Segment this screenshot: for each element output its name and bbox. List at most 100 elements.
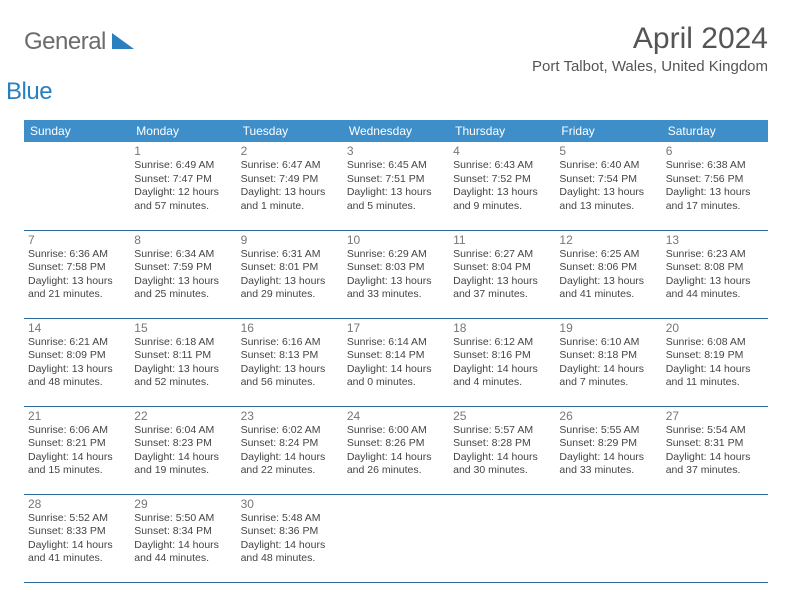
calendar-week-row: 21Sunrise: 6:06 AMSunset: 8:21 PMDayligh… <box>24 406 768 494</box>
day-number: 9 <box>241 233 339 247</box>
day-info-line: Daylight: 13 hours <box>347 186 445 200</box>
day-info-line: Sunrise: 6:23 AM <box>666 248 764 262</box>
day-info-line: Sunset: 7:56 PM <box>666 173 764 187</box>
day-info-line: Sunrise: 6:21 AM <box>28 336 126 350</box>
day-info-line: and 5 minutes. <box>347 200 445 214</box>
calendar-empty-cell <box>555 494 661 582</box>
day-info-line: Sunrise: 5:48 AM <box>241 512 339 526</box>
day-info-line: Sunset: 8:06 PM <box>559 261 657 275</box>
day-number: 18 <box>453 321 551 335</box>
calendar-table: SundayMondayTuesdayWednesdayThursdayFrid… <box>24 120 768 583</box>
day-info-line: and 37 minutes. <box>666 464 764 478</box>
day-info-line: Daylight: 13 hours <box>453 275 551 289</box>
calendar-day-cell: 15Sunrise: 6:18 AMSunset: 8:11 PMDayligh… <box>130 318 236 406</box>
day-number: 10 <box>347 233 445 247</box>
day-info-line: Sunrise: 6:38 AM <box>666 159 764 173</box>
calendar-day-cell: 28Sunrise: 5:52 AMSunset: 8:33 PMDayligh… <box>24 494 130 582</box>
day-info-line: Daylight: 14 hours <box>666 363 764 377</box>
day-info-line: and 52 minutes. <box>134 376 232 390</box>
day-info-line: Sunset: 7:47 PM <box>134 173 232 187</box>
day-info-line: Daylight: 13 hours <box>666 186 764 200</box>
page-title: April 2024 <box>532 22 768 56</box>
day-info-line: Daylight: 13 hours <box>28 363 126 377</box>
day-info-line: Sunrise: 6:06 AM <box>28 424 126 438</box>
day-info-line: and 41 minutes. <box>28 552 126 566</box>
header: General Blue April 2024 Port Talbot, Wal… <box>24 22 768 106</box>
day-number: 30 <box>241 497 339 511</box>
day-number: 14 <box>28 321 126 335</box>
day-info-line: Sunset: 8:34 PM <box>134 525 232 539</box>
calendar-day-cell: 26Sunrise: 5:55 AMSunset: 8:29 PMDayligh… <box>555 406 661 494</box>
day-info-line: and 26 minutes. <box>347 464 445 478</box>
day-number: 16 <box>241 321 339 335</box>
day-number: 29 <box>134 497 232 511</box>
day-info-line: and 30 minutes. <box>453 464 551 478</box>
day-info-line: and 57 minutes. <box>134 200 232 214</box>
day-number: 3 <box>347 144 445 158</box>
day-info-line: and 1 minute. <box>241 200 339 214</box>
day-info-line: Sunset: 7:59 PM <box>134 261 232 275</box>
calendar-day-cell: 19Sunrise: 6:10 AMSunset: 8:18 PMDayligh… <box>555 318 661 406</box>
day-number: 23 <box>241 409 339 423</box>
day-info-line: Sunset: 8:29 PM <box>559 437 657 451</box>
day-number: 5 <box>559 144 657 158</box>
day-info-line: Daylight: 13 hours <box>134 363 232 377</box>
day-number: 21 <box>28 409 126 423</box>
day-info-line: and 0 minutes. <box>347 376 445 390</box>
day-info-line: Sunset: 8:26 PM <box>347 437 445 451</box>
weekday-header: Saturday <box>662 120 768 142</box>
day-info-line: and 56 minutes. <box>241 376 339 390</box>
day-info-line: Sunrise: 6:04 AM <box>134 424 232 438</box>
day-info-line: and 41 minutes. <box>559 288 657 302</box>
day-info-line: Sunset: 8:14 PM <box>347 349 445 363</box>
day-info-line: and 19 minutes. <box>134 464 232 478</box>
day-number: 4 <box>453 144 551 158</box>
day-info-line: Sunrise: 6:40 AM <box>559 159 657 173</box>
day-info-line: Sunrise: 6:34 AM <box>134 248 232 262</box>
day-info-line: Daylight: 13 hours <box>347 275 445 289</box>
calendar-day-cell: 3Sunrise: 6:45 AMSunset: 7:51 PMDaylight… <box>343 142 449 230</box>
day-info-line: Sunrise: 6:02 AM <box>241 424 339 438</box>
day-number: 1 <box>134 144 232 158</box>
day-info-line: Daylight: 12 hours <box>134 186 232 200</box>
day-info-line: Sunrise: 6:31 AM <box>241 248 339 262</box>
calendar-day-cell: 2Sunrise: 6:47 AMSunset: 7:49 PMDaylight… <box>237 142 343 230</box>
day-info-line: and 9 minutes. <box>453 200 551 214</box>
calendar-day-cell: 24Sunrise: 6:00 AMSunset: 8:26 PMDayligh… <box>343 406 449 494</box>
calendar-header-row: SundayMondayTuesdayWednesdayThursdayFrid… <box>24 120 768 142</box>
day-number: 19 <box>559 321 657 335</box>
day-number: 8 <box>134 233 232 247</box>
day-number: 15 <box>134 321 232 335</box>
day-info-line: Sunset: 8:13 PM <box>241 349 339 363</box>
logo: General Blue <box>24 22 134 106</box>
calendar-day-cell: 1Sunrise: 6:49 AMSunset: 7:47 PMDaylight… <box>130 142 236 230</box>
logo-triangle-icon <box>112 33 134 49</box>
calendar-day-cell: 6Sunrise: 6:38 AMSunset: 7:56 PMDaylight… <box>662 142 768 230</box>
day-info-line: Daylight: 13 hours <box>241 275 339 289</box>
calendar-day-cell: 25Sunrise: 5:57 AMSunset: 8:28 PMDayligh… <box>449 406 555 494</box>
day-info-line: and 48 minutes. <box>28 376 126 390</box>
location-subtitle: Port Talbot, Wales, United Kingdom <box>532 58 768 75</box>
day-number: 22 <box>134 409 232 423</box>
day-info-line: Sunset: 8:03 PM <box>347 261 445 275</box>
calendar-day-cell: 4Sunrise: 6:43 AMSunset: 7:52 PMDaylight… <box>449 142 555 230</box>
day-info-line: Sunset: 8:36 PM <box>241 525 339 539</box>
day-info-line: Sunrise: 6:10 AM <box>559 336 657 350</box>
day-info-line: Daylight: 13 hours <box>559 186 657 200</box>
day-number: 28 <box>28 497 126 511</box>
day-info-line: Daylight: 14 hours <box>241 539 339 553</box>
calendar-day-cell: 12Sunrise: 6:25 AMSunset: 8:06 PMDayligh… <box>555 230 661 318</box>
day-info-line: and 44 minutes. <box>134 552 232 566</box>
calendar-day-cell: 17Sunrise: 6:14 AMSunset: 8:14 PMDayligh… <box>343 318 449 406</box>
calendar-week-row: 1Sunrise: 6:49 AMSunset: 7:47 PMDaylight… <box>24 142 768 230</box>
day-info-line: and 11 minutes. <box>666 376 764 390</box>
day-info-line: Sunset: 8:21 PM <box>28 437 126 451</box>
day-info-line: Daylight: 13 hours <box>559 275 657 289</box>
calendar-day-cell: 20Sunrise: 6:08 AMSunset: 8:19 PMDayligh… <box>662 318 768 406</box>
day-info-line: and 22 minutes. <box>241 464 339 478</box>
calendar-day-cell: 11Sunrise: 6:27 AMSunset: 8:04 PMDayligh… <box>449 230 555 318</box>
day-info-line: Sunrise: 5:50 AM <box>134 512 232 526</box>
day-info-line: Sunset: 7:54 PM <box>559 173 657 187</box>
calendar-day-cell: 7Sunrise: 6:36 AMSunset: 7:58 PMDaylight… <box>24 230 130 318</box>
day-info-line: Sunset: 8:23 PM <box>134 437 232 451</box>
